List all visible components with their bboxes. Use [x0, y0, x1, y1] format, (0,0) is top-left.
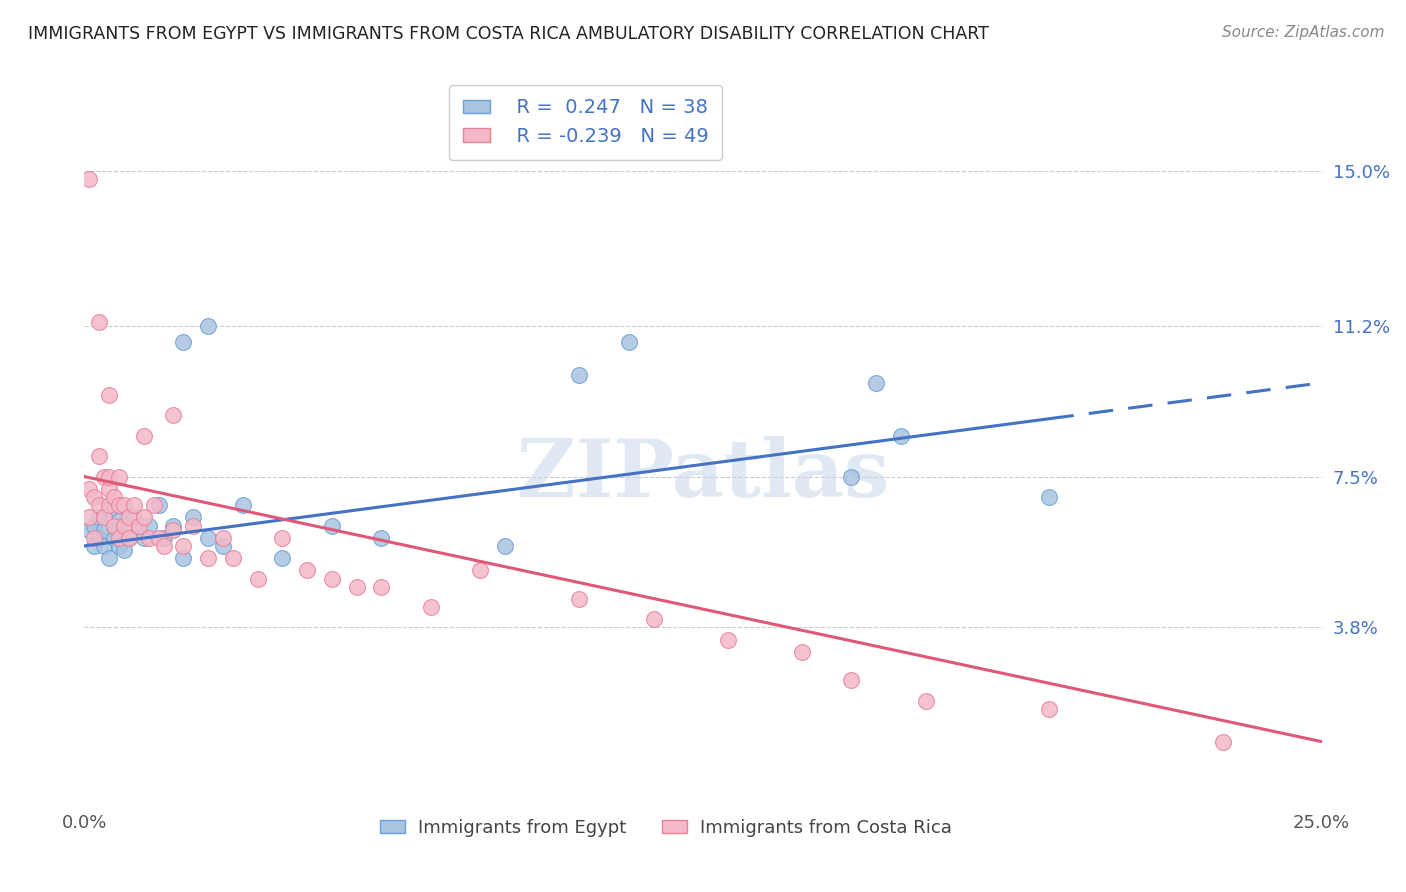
- Point: [118, 531, 141, 545]
- Point: [181, 510, 204, 524]
- Point: [108, 515, 131, 529]
- Point: [1038, 490, 1060, 504]
- Point: [321, 572, 343, 586]
- Point: [83, 518, 105, 533]
- Point: [212, 531, 235, 545]
- Point: [568, 368, 591, 382]
- Point: [112, 518, 135, 533]
- Point: [1038, 702, 1060, 716]
- Point: [890, 429, 912, 443]
- Point: [132, 531, 155, 545]
- Point: [172, 334, 194, 349]
- Point: [197, 531, 219, 545]
- Point: [112, 543, 135, 558]
- Point: [271, 551, 294, 566]
- Point: [112, 498, 135, 512]
- Point: [108, 469, 131, 483]
- Point: [103, 531, 125, 545]
- Point: [118, 531, 141, 545]
- Point: [138, 531, 160, 545]
- Point: [152, 539, 174, 553]
- Point: [790, 645, 813, 659]
- Point: [98, 551, 121, 566]
- Point: [128, 518, 150, 533]
- Point: [89, 449, 111, 463]
- Point: [162, 518, 184, 533]
- Point: [103, 518, 125, 533]
- Point: [617, 334, 640, 349]
- Point: [89, 498, 111, 512]
- Point: [83, 539, 105, 553]
- Point: [152, 531, 174, 545]
- Point: [370, 531, 392, 545]
- Point: [89, 315, 111, 329]
- Point: [89, 531, 111, 545]
- Point: [132, 429, 155, 443]
- Text: IMMIGRANTS FROM EGYPT VS IMMIGRANTS FROM COSTA RICA AMBULATORY DISABILITY CORREL: IMMIGRANTS FROM EGYPT VS IMMIGRANTS FROM…: [28, 25, 988, 43]
- Point: [370, 580, 392, 594]
- Point: [148, 531, 170, 545]
- Point: [108, 539, 131, 553]
- Point: [197, 551, 219, 566]
- Point: [118, 510, 141, 524]
- Point: [103, 518, 125, 533]
- Point: [841, 673, 863, 688]
- Point: [142, 498, 165, 512]
- Point: [470, 563, 492, 577]
- Point: [98, 502, 121, 516]
- Point: [494, 539, 516, 553]
- Point: [162, 409, 184, 423]
- Point: [83, 531, 105, 545]
- Point: [148, 498, 170, 512]
- Point: [83, 490, 105, 504]
- Point: [271, 531, 294, 545]
- Point: [346, 580, 368, 594]
- Point: [914, 694, 936, 708]
- Point: [79, 523, 101, 537]
- Point: [717, 632, 740, 647]
- Point: [132, 510, 155, 524]
- Point: [79, 510, 101, 524]
- Text: Source: ZipAtlas.com: Source: ZipAtlas.com: [1222, 25, 1385, 40]
- Point: [98, 498, 121, 512]
- Point: [197, 318, 219, 333]
- Point: [98, 482, 121, 496]
- Point: [98, 469, 121, 483]
- Point: [841, 469, 863, 483]
- Point: [181, 518, 204, 533]
- Point: [172, 551, 194, 566]
- Point: [93, 523, 115, 537]
- Point: [108, 531, 131, 545]
- Point: [122, 498, 145, 512]
- Point: [222, 551, 245, 566]
- Point: [89, 510, 111, 524]
- Point: [112, 518, 135, 533]
- Point: [79, 482, 101, 496]
- Point: [122, 510, 145, 524]
- Point: [138, 518, 160, 533]
- Text: ZIPatlas: ZIPatlas: [517, 435, 889, 514]
- Point: [865, 376, 887, 390]
- Point: [172, 539, 194, 553]
- Point: [321, 518, 343, 533]
- Point: [93, 510, 115, 524]
- Point: [295, 563, 318, 577]
- Point: [643, 612, 665, 626]
- Point: [93, 539, 115, 553]
- Point: [162, 523, 184, 537]
- Point: [568, 591, 591, 606]
- Point: [103, 490, 125, 504]
- Point: [93, 469, 115, 483]
- Point: [419, 600, 441, 615]
- Point: [232, 498, 254, 512]
- Point: [108, 498, 131, 512]
- Point: [98, 388, 121, 402]
- Point: [212, 539, 235, 553]
- Legend: Immigrants from Egypt, Immigrants from Costa Rica: Immigrants from Egypt, Immigrants from C…: [373, 812, 959, 844]
- Point: [79, 172, 101, 186]
- Point: [1212, 734, 1234, 748]
- Point: [246, 572, 269, 586]
- Point: [128, 518, 150, 533]
